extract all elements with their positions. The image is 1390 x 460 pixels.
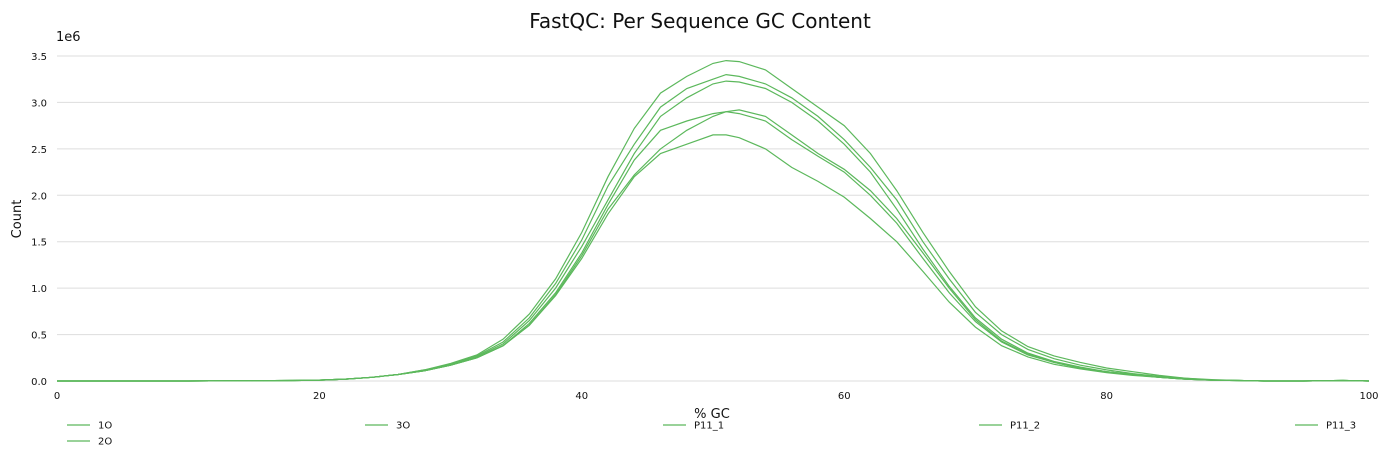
series-line-p11_3[interactable] <box>57 109 1370 382</box>
series-line-p11_2[interactable] <box>57 73 1370 382</box>
legend: 1O 2O 3O P11_1 P11_2 P11_3 <box>67 421 1356 448</box>
legend-label: P11_2 <box>1010 421 1040 432</box>
series-line-p11_1[interactable] <box>57 59 1370 382</box>
chart-title: FastQC: Per Sequence GC Content <box>529 9 871 33</box>
legend-label: 2O <box>98 437 112 448</box>
x-tick-label: 20 <box>313 391 326 402</box>
y-tick-label: 0.5 <box>31 331 47 342</box>
legend-item-1o[interactable]: 1O <box>67 421 112 432</box>
y-tick-label: 3.5 <box>31 52 47 63</box>
x-tick-label: 80 <box>1100 391 1113 402</box>
x-axis-label: % GC <box>694 407 730 422</box>
series-line-3o[interactable] <box>57 134 1370 382</box>
y-tick-label: 1.0 <box>31 284 47 295</box>
series-line-2o[interactable] <box>57 111 1370 382</box>
legend-item-p11_3[interactable]: P11_3 <box>1295 421 1356 432</box>
legend-label: P11_1 <box>694 421 724 432</box>
legend-label: 3O <box>396 421 410 432</box>
legend-item-2o[interactable]: 2O <box>67 437 112 448</box>
x-tick-label: 40 <box>575 391 588 402</box>
x-tick-label: 100 <box>1359 391 1378 402</box>
y-axis-ticks: 0.0 0.5 1.0 1.5 2.0 2.5 3.0 3.5 <box>31 52 47 388</box>
y-axis-label: Count <box>10 200 25 239</box>
legend-item-3o[interactable]: 3O <box>365 421 410 432</box>
legend-item-p11_2[interactable]: P11_2 <box>979 421 1040 432</box>
x-tick-label: 0 <box>54 391 60 402</box>
legend-label: 1O <box>98 421 112 432</box>
series-line-1o[interactable] <box>57 80 1370 382</box>
y-multiplier-label: 1e6 <box>56 30 81 45</box>
legend-item-p11_1[interactable]: P11_1 <box>663 421 724 432</box>
series-lines <box>57 59 1370 382</box>
x-tick-label: 60 <box>838 391 851 402</box>
x-axis-ticks: 0 20 40 60 80 100 <box>54 391 1379 402</box>
y-tick-label: 1.5 <box>31 238 47 249</box>
legend-label: P11_3 <box>1326 421 1356 432</box>
y-tick-label: 0.0 <box>31 377 47 388</box>
y-tick-label: 2.5 <box>31 145 47 156</box>
gridlines <box>57 55 1369 382</box>
y-tick-label: 2.0 <box>31 191 47 202</box>
y-tick-label: 3.0 <box>31 98 47 109</box>
